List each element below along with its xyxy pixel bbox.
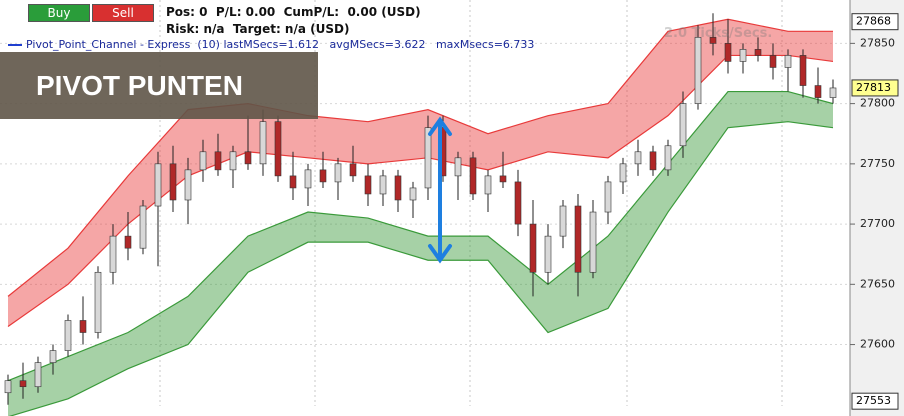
status-text: Pos: 0 P/L: 0.00 CumP/L: 0.00 (USD) bbox=[166, 5, 421, 19]
candle-body bbox=[34, 362, 42, 388]
candle-body bbox=[664, 145, 672, 171]
candle-body bbox=[19, 380, 27, 388]
band-edge bbox=[7, 18, 833, 297]
sell-button[interactable]: Sell bbox=[92, 4, 154, 22]
candle-body bbox=[274, 121, 282, 177]
y-tick-label: 27750 bbox=[860, 157, 895, 170]
candle-body bbox=[154, 163, 162, 207]
y-tick-label: 27700 bbox=[860, 217, 895, 230]
candle-body bbox=[529, 223, 537, 273]
candle-body bbox=[754, 49, 762, 56]
candle-body bbox=[604, 181, 612, 213]
candle-body bbox=[259, 121, 267, 165]
candle-body bbox=[349, 163, 357, 177]
candle-body bbox=[769, 55, 777, 68]
candle-body bbox=[499, 175, 507, 183]
y-tick-label: 27650 bbox=[860, 277, 895, 290]
band-edge bbox=[7, 90, 834, 382]
candle-body bbox=[49, 350, 57, 363]
candle-body bbox=[709, 37, 717, 44]
y-tick-label: 27600 bbox=[860, 338, 895, 351]
candle-body bbox=[364, 175, 372, 195]
candle-body bbox=[379, 175, 387, 195]
candle-body bbox=[634, 151, 642, 165]
candle-body bbox=[574, 205, 582, 273]
candle-body bbox=[799, 55, 807, 86]
candle-body bbox=[394, 175, 402, 201]
candle-body bbox=[589, 211, 597, 273]
price-label: 27813 bbox=[856, 81, 891, 94]
candle-body bbox=[454, 157, 462, 177]
candle-body bbox=[784, 55, 792, 68]
candle-body bbox=[334, 163, 342, 183]
candle-body bbox=[409, 187, 417, 201]
candle-body bbox=[214, 151, 222, 171]
price-label: 27553 bbox=[856, 394, 891, 407]
candle-body bbox=[304, 169, 312, 189]
price-label-box bbox=[851, 392, 899, 410]
candle-body bbox=[814, 85, 822, 98]
candle-body bbox=[124, 235, 132, 249]
arrow-head-top bbox=[428, 116, 452, 136]
candle-body bbox=[64, 320, 72, 351]
watermark: 2.0 Ticks/Secs. bbox=[664, 26, 773, 41]
buy-button[interactable]: Buy bbox=[28, 4, 90, 22]
candle-body bbox=[484, 175, 492, 195]
candle-body bbox=[679, 103, 687, 147]
candle-body bbox=[544, 235, 552, 273]
candle-body bbox=[724, 43, 732, 62]
candle-body bbox=[649, 151, 657, 171]
band-fill bbox=[8, 91, 833, 416]
candle-body bbox=[694, 37, 702, 104]
candle-body bbox=[169, 163, 177, 201]
candle-body bbox=[289, 175, 297, 189]
candle-body bbox=[319, 169, 327, 183]
candle-body bbox=[619, 163, 627, 183]
candle-body bbox=[829, 87, 837, 98]
candle-body bbox=[79, 320, 87, 333]
y-tick-label: 27850 bbox=[860, 36, 895, 49]
candle-body bbox=[139, 205, 147, 249]
band-edge bbox=[8, 121, 834, 416]
price-label: 27868 bbox=[856, 15, 891, 28]
y-tick-label: 27800 bbox=[860, 97, 895, 110]
price-label-box bbox=[851, 13, 899, 31]
candle-body bbox=[184, 169, 192, 201]
risk-text: Risk: n/a Target: n/a (USD) bbox=[166, 22, 350, 36]
indicator-legend: Pivot_Point_Channel - Express (10) lastM… bbox=[8, 38, 534, 51]
candle-body bbox=[229, 151, 237, 171]
candle-body bbox=[244, 151, 252, 165]
price-axis-area bbox=[850, 0, 904, 416]
band-fill bbox=[8, 19, 833, 327]
candle-body bbox=[199, 151, 207, 171]
arrow-head-bottom bbox=[428, 244, 452, 264]
candle-body bbox=[469, 157, 477, 195]
overlay-title: PIVOT PUNTEN bbox=[0, 52, 318, 119]
candle-body bbox=[109, 235, 117, 273]
candle-body bbox=[94, 271, 102, 333]
candle-body bbox=[559, 205, 567, 237]
candle-body bbox=[424, 127, 432, 189]
range-arrow bbox=[428, 116, 452, 264]
candle-body bbox=[739, 49, 747, 62]
candle-body bbox=[4, 380, 12, 394]
candle-body bbox=[514, 181, 522, 225]
price-label-box bbox=[851, 79, 899, 97]
